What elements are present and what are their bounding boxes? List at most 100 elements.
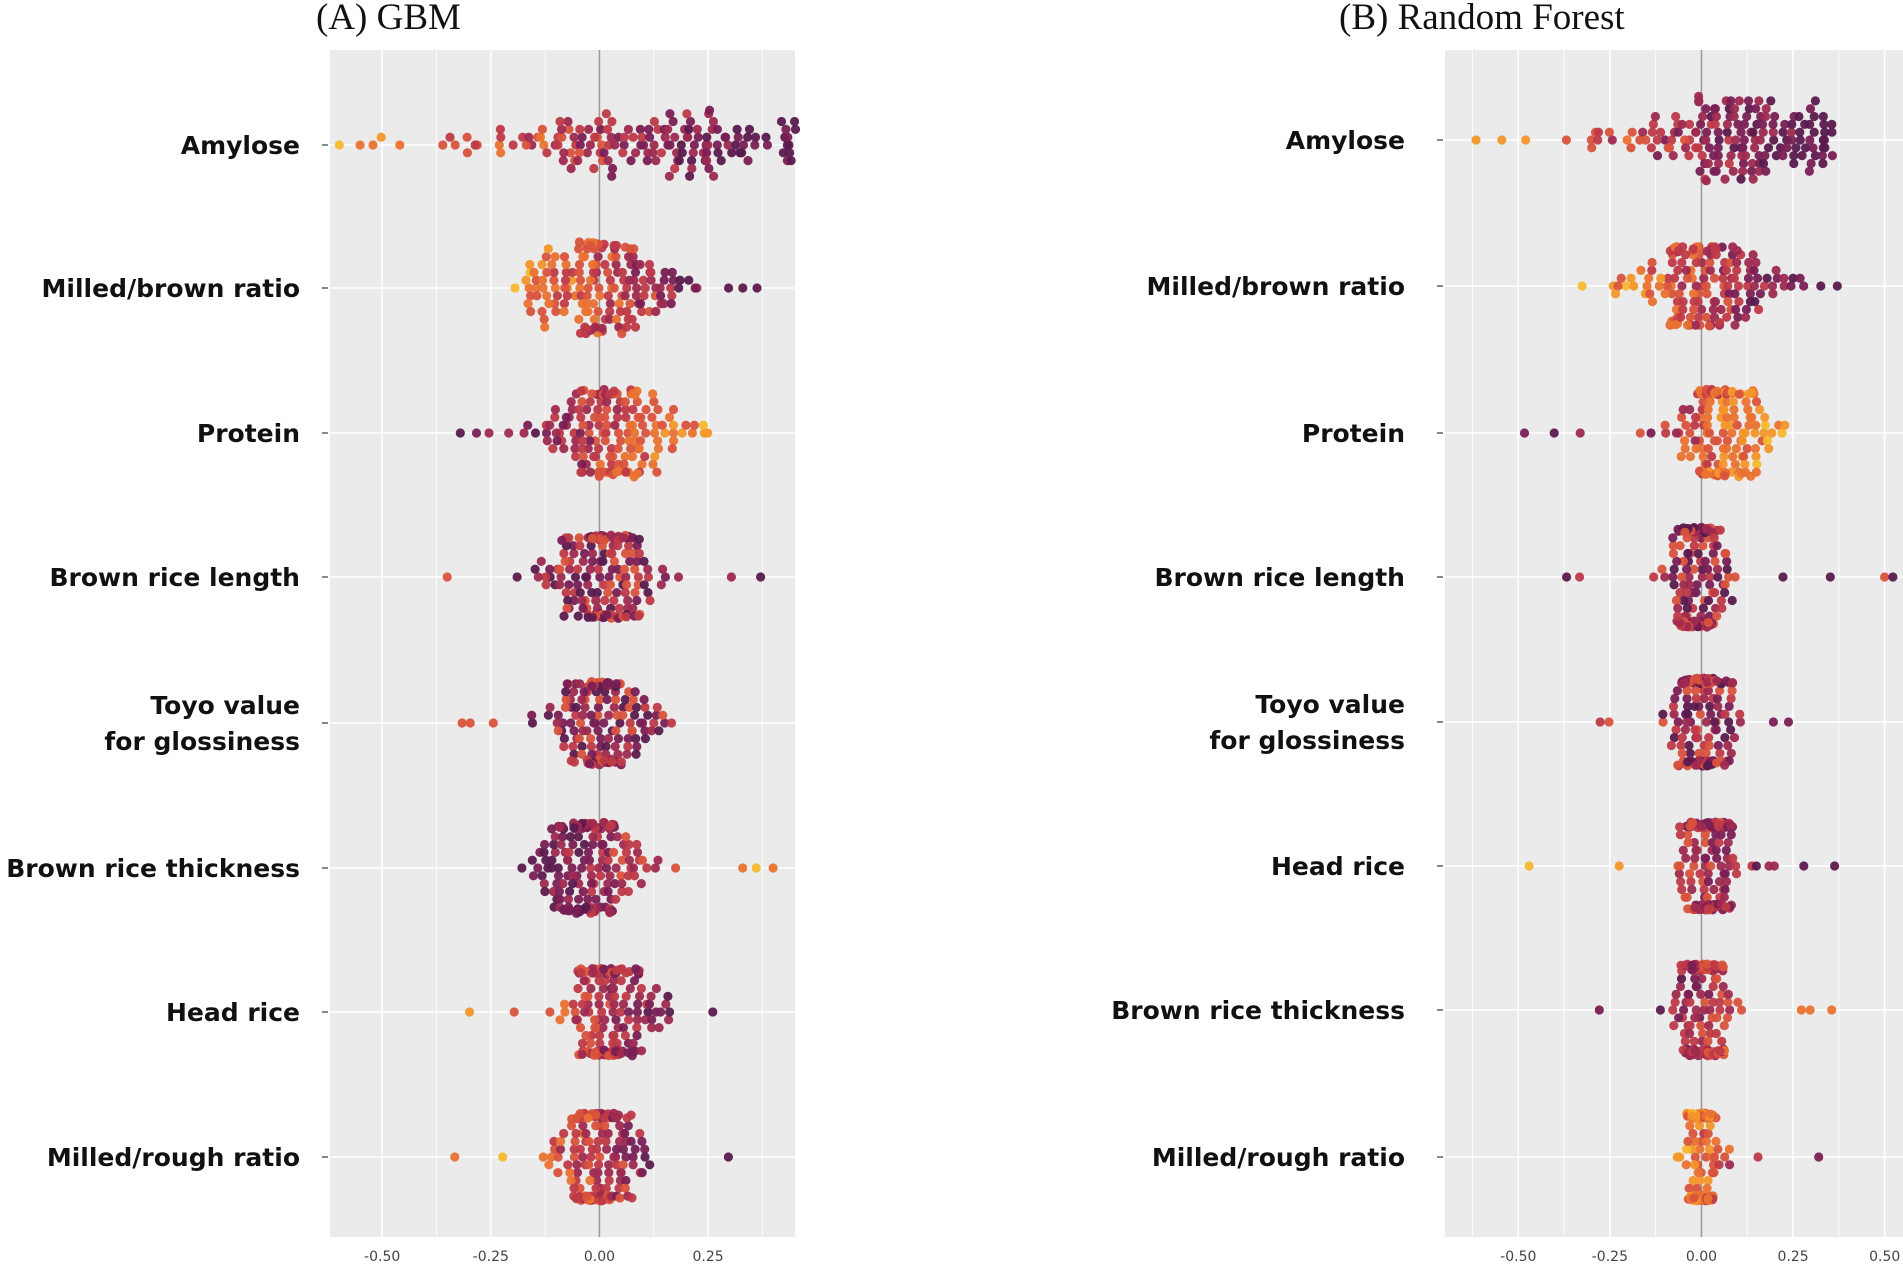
data-point [609,976,619,986]
data-point [630,428,640,438]
data-point [1720,733,1730,743]
data-point [620,242,630,252]
data-point [627,451,638,462]
feature-swarm [464,963,718,1061]
data-point [620,397,630,407]
data-point [540,886,550,897]
data-point [702,148,712,158]
data-point [649,140,659,150]
data-point [649,116,660,127]
data-point [1761,104,1771,114]
data-point [1656,273,1666,283]
data-point [1678,556,1688,567]
data-point [529,267,539,277]
data-point [1704,143,1714,153]
data-point [585,564,595,574]
data-point [581,1128,591,1139]
data-point [649,397,659,407]
data-point [657,420,667,430]
data-point [574,148,585,158]
data-point [578,1152,588,1162]
data-point [560,556,570,567]
data-point [1701,1152,1711,1162]
data-point [1696,989,1706,1000]
data-point [778,148,788,158]
data-point [597,323,607,333]
data-point [512,572,522,582]
data-point [600,436,610,446]
data-point [639,694,649,705]
data-point [588,839,598,850]
data-point [1691,257,1701,268]
data-point [610,991,620,1002]
data-point [619,564,630,574]
data-point [1706,709,1716,719]
data-point [602,1144,612,1154]
data-point [584,1160,594,1170]
data-point [653,436,663,446]
data-point [616,976,626,986]
data-point [1805,135,1815,145]
data-point [1728,166,1738,176]
data-point [577,1038,588,1048]
data-point [484,428,494,438]
data-point [1751,257,1761,268]
data-point [562,603,572,613]
data-point [656,148,667,158]
data-point [622,749,632,759]
data-point [619,459,629,469]
data-point [578,726,588,736]
data-point [445,132,455,142]
data-point [687,428,698,438]
data-point [625,983,635,994]
data-point [632,1007,643,1017]
data-point [1671,595,1681,606]
data-point [1827,119,1837,129]
data-point [601,741,611,752]
data-point [579,548,590,559]
data-point [600,412,610,422]
data-point [637,1136,647,1146]
data-point [1672,686,1682,696]
data-point [1524,861,1534,871]
data-point [632,468,643,479]
feature-label: Amylose [181,131,300,160]
data-point [628,694,638,705]
data-point [623,595,633,606]
data-point [577,741,587,752]
data-point [1832,281,1842,291]
data-point [1720,1152,1730,1162]
data-point [602,694,612,705]
data-point [762,140,773,150]
data-point [1701,717,1711,727]
data-point [442,572,452,582]
data-point [603,156,613,166]
data-point [578,603,588,613]
data-point [1641,135,1651,145]
data-point [1713,158,1724,169]
data-point [1676,877,1686,887]
data-point [1702,959,1712,969]
data-point [647,1023,657,1033]
data-point [599,983,609,994]
data-point [1672,1152,1682,1162]
data-point [1697,974,1707,984]
data-point [621,847,632,858]
data-point [1681,265,1691,275]
data-point [628,1152,638,1162]
data-point [1702,677,1712,688]
data-point [533,572,543,582]
data-point [1687,965,1697,975]
data-point [587,548,598,559]
data-point [669,436,679,446]
data-point [575,140,585,150]
data-point [1743,273,1754,283]
data-point [1690,686,1701,696]
data-point [590,132,600,142]
data-point [1680,444,1690,454]
data-point [653,124,663,134]
data-point [639,291,649,301]
data-point [550,404,561,415]
data-point [1666,740,1676,751]
data-point [550,832,560,842]
